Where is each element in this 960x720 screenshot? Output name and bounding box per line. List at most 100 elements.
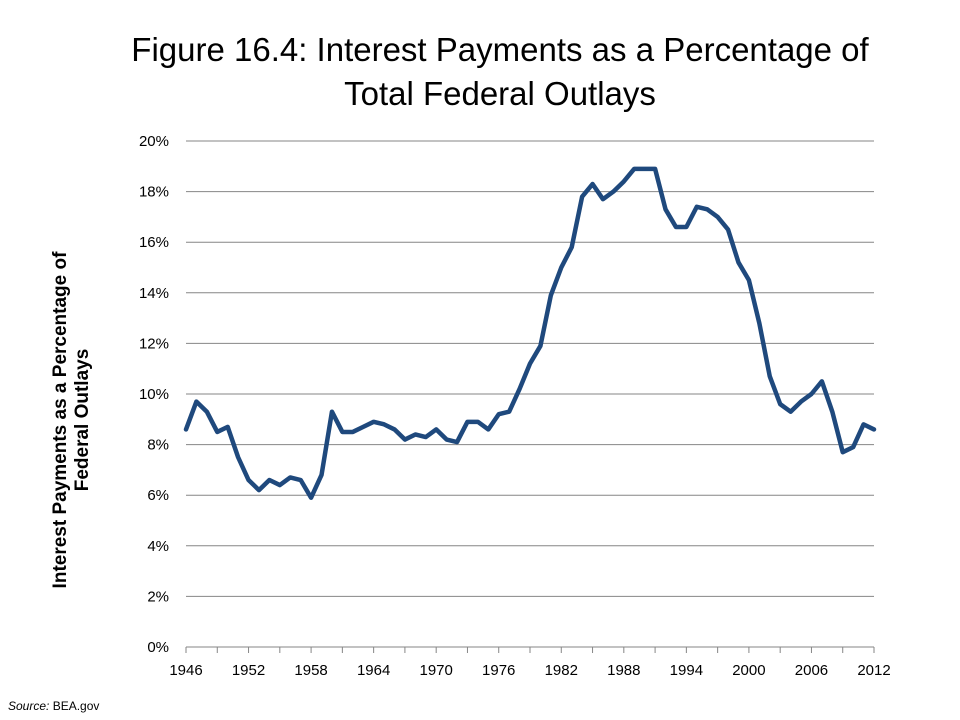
chart-title-line-2: Total Federal Outlays (344, 75, 656, 112)
source-note: Source: BEA.gov (8, 699, 99, 713)
x-tick-label: 2006 (795, 662, 828, 679)
data-point (789, 410, 792, 413)
data-point (216, 431, 219, 433)
data-point (320, 474, 323, 476)
data-point (206, 410, 208, 413)
x-axis (185, 646, 875, 653)
data-point (821, 380, 823, 383)
data-point (685, 226, 688, 228)
data-point (539, 345, 542, 347)
data-point (873, 428, 875, 431)
data-point (529, 362, 531, 365)
data-point (748, 279, 750, 281)
y-tick-label: 6% (147, 487, 169, 504)
data-point (258, 489, 260, 491)
data-point (758, 322, 761, 324)
data-point (570, 246, 573, 249)
data-point (716, 216, 719, 218)
data-point (591, 183, 594, 185)
source-prefix: Source: (8, 699, 50, 713)
gridlines (186, 140, 874, 597)
data-point (862, 423, 865, 426)
data-point (289, 476, 292, 479)
x-tick-label: 1946 (169, 662, 202, 679)
y-tick-label: 4% (147, 538, 169, 555)
y-tick-label: 16% (139, 234, 169, 251)
data-point (424, 436, 427, 438)
data-point (237, 456, 239, 459)
y-tick-label: 10% (139, 386, 169, 403)
chart-title: Figure 16.4: Interest Payments as a Perc… (60, 28, 940, 116)
data-point (581, 195, 583, 198)
x-tick-label: 1958 (294, 662, 327, 679)
data-point (247, 479, 250, 481)
data-point (372, 421, 375, 423)
data-point (268, 479, 271, 481)
series-group (183, 166, 877, 500)
data-point (195, 400, 198, 403)
data-point (550, 294, 552, 297)
data-point (310, 496, 312, 499)
data-point (487, 428, 490, 431)
data-point (800, 400, 802, 403)
data-point (852, 446, 854, 448)
data-point (477, 421, 479, 423)
data-point (351, 431, 354, 433)
source-text: BEA.gov (49, 699, 100, 713)
x-tick-label: 1982 (545, 662, 578, 679)
data-point (393, 428, 396, 431)
data-point (185, 428, 187, 431)
data-point (435, 428, 437, 431)
data-point (466, 421, 469, 423)
data-point (675, 226, 677, 228)
x-tick-label: 1970 (419, 662, 452, 679)
data-point (831, 410, 834, 413)
data-point (768, 375, 771, 378)
x-tick-label: 1964 (357, 662, 390, 679)
data-point (445, 438, 448, 441)
x-tick-label: 1988 (607, 662, 640, 679)
data-point (299, 479, 302, 481)
data-point (456, 441, 458, 443)
x-tick-label: 2012 (857, 662, 890, 679)
data-point (706, 208, 709, 211)
data-point (841, 451, 844, 453)
data-point (779, 403, 781, 405)
data-point (643, 168, 646, 170)
data-point (612, 190, 615, 193)
x-tick-label: 2000 (732, 662, 765, 679)
y-tick-label: 2% (147, 588, 169, 605)
data-point (633, 168, 636, 170)
data-point (810, 393, 813, 395)
y-tick-label: 8% (147, 437, 169, 454)
x-axis-ticks: 1946 1952 1958 1964 1970 1976 1982 1988 1994 2000… (169, 662, 890, 679)
data-point (341, 431, 344, 433)
data-point (508, 410, 510, 413)
y-tick-label: 0% (147, 639, 169, 656)
x-tick-label: 1994 (670, 662, 703, 679)
data-point (226, 426, 229, 428)
data-point (727, 228, 729, 231)
data-point (404, 438, 406, 441)
data-point (737, 261, 740, 264)
y-tick-label: 12% (139, 335, 169, 352)
data-point (518, 388, 521, 390)
y-axis-ticks: 0% 2% 4% 6% 8% 10% 12% 14% 16% 18% 20% (139, 133, 169, 656)
data-point (654, 168, 656, 170)
data-point (560, 266, 563, 269)
y-tick-label: 20% (139, 133, 169, 150)
data-point (602, 198, 604, 200)
data-point (623, 180, 625, 183)
data-point (695, 205, 698, 208)
data-point (383, 423, 385, 426)
data-point (497, 413, 500, 416)
chart-title-line-1: Figure 16.4: Interest Payments as a Perc… (131, 31, 869, 68)
data-point (362, 426, 365, 428)
data-point (331, 410, 333, 413)
data-point (279, 484, 281, 486)
data-point (664, 208, 667, 211)
y-tick-label: 14% (139, 285, 169, 302)
data-point (414, 433, 417, 436)
y-tick-label: 18% (139, 184, 169, 201)
